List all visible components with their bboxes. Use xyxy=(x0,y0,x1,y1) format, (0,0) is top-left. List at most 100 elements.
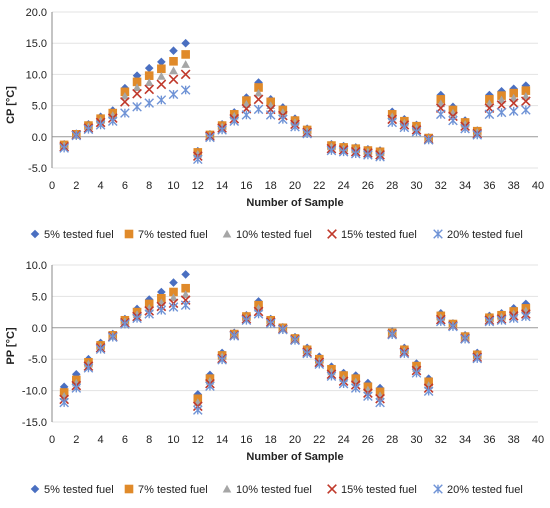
pp-point xyxy=(339,374,348,383)
pp-legend-item: 20% tested fuel xyxy=(433,484,523,496)
cp-series-5 xyxy=(59,85,531,165)
pp-x-tick-label: 2 xyxy=(73,434,79,446)
pp-x-tick-label: 0 xyxy=(49,434,55,446)
cp-point xyxy=(497,91,506,100)
pp-point xyxy=(72,378,81,387)
pp-point xyxy=(193,405,203,415)
pp-point xyxy=(168,302,179,312)
cp-point xyxy=(460,123,470,134)
cp-point xyxy=(168,74,179,85)
pp-point xyxy=(181,283,190,293)
cp-point xyxy=(485,95,494,104)
pp-legend-marker xyxy=(30,484,40,494)
pp-legend-item: 15% tested fuel xyxy=(327,484,417,496)
cp-x-tick-label: 28 xyxy=(386,180,398,192)
cp-chart: CP [°C] Number of Sample -5.0 0.0 5.0 10.0 1… xyxy=(5,7,544,209)
pp-legend-label: 10% tested fuel xyxy=(236,484,312,496)
pp-point xyxy=(144,309,154,319)
cp-point xyxy=(156,95,167,105)
cp-legend-item: 10% tested fuel xyxy=(222,229,312,241)
pp-point xyxy=(180,300,191,310)
pp-point xyxy=(399,348,410,359)
pp-y-tick-label: -5.0 xyxy=(28,354,47,366)
pp-x-tick-label: 20 xyxy=(289,434,301,446)
cp-y-tick-label: 0.0 xyxy=(32,132,47,144)
pp-point xyxy=(193,390,203,399)
pp-point xyxy=(59,397,69,408)
pp-legend-item: 7% tested fuel xyxy=(124,484,208,496)
cp-point xyxy=(132,83,142,91)
pp-point xyxy=(169,287,178,297)
cp-point xyxy=(144,98,154,108)
pp-point xyxy=(387,329,397,340)
cp-point xyxy=(472,130,483,140)
cp-legend-marker xyxy=(124,229,134,239)
cp-point xyxy=(338,146,349,157)
pp-point xyxy=(253,309,264,319)
cp-x-tick-label: 38 xyxy=(508,180,520,192)
pp-x-tick-label: 22 xyxy=(313,434,325,446)
cp-x-tick-label: 22 xyxy=(313,180,325,192)
cp-point xyxy=(144,71,154,80)
cp-point xyxy=(193,149,203,158)
pp-chart: PP [°C] Number of Sample -15.0 -10.0 -5.0 0… xyxy=(5,260,544,463)
pp-y-tick-label: 10.0 xyxy=(26,260,47,272)
cp-series-2 xyxy=(59,50,531,157)
cp-y-axis-title: CP [°C] xyxy=(5,86,17,124)
cp-x-tick-label: 0 xyxy=(49,180,55,192)
pp-series-5 xyxy=(59,300,531,415)
pp-series-4 xyxy=(59,295,531,412)
cp-legend-label: 15% tested fuel xyxy=(341,229,417,241)
cp-point xyxy=(157,57,166,67)
cp-y-tick-label: -5.0 xyxy=(28,163,47,175)
cp-point xyxy=(120,96,130,107)
pp-x-tick-label: 34 xyxy=(459,434,471,446)
pp-legend-item: 5% tested fuel xyxy=(30,484,114,496)
pp-point xyxy=(120,319,130,329)
pp-point xyxy=(132,313,142,324)
pp-y-tick-label: -10.0 xyxy=(22,386,47,398)
pp-point xyxy=(278,324,288,335)
cp-point xyxy=(181,38,190,48)
cp-legend-item: 7% tested fuel xyxy=(124,229,208,241)
cp-point xyxy=(496,100,507,110)
pp-y-tick-label: 5.0 xyxy=(32,291,47,303)
cp-point xyxy=(132,71,142,80)
cp-point xyxy=(521,91,531,100)
pp-x-tick-label: 10 xyxy=(167,434,179,446)
pp-point xyxy=(181,270,190,279)
pp-point xyxy=(157,293,166,303)
cp-legend-marker xyxy=(30,229,40,239)
cp-x-tick-label: 18 xyxy=(265,180,277,192)
pp-point xyxy=(496,315,507,326)
pp-point xyxy=(95,344,106,354)
cp-point xyxy=(169,56,178,66)
cp-point xyxy=(508,98,519,108)
pp-legend-marker xyxy=(222,484,232,493)
pp-y-tick-label: -15.0 xyxy=(22,417,47,429)
cp-point xyxy=(448,115,458,126)
cp-point xyxy=(436,95,446,104)
pp-point xyxy=(424,381,433,390)
cp-point xyxy=(157,64,166,74)
pp-point xyxy=(229,331,240,341)
cp-point xyxy=(217,125,227,135)
cp-y-tick-label: 10.0 xyxy=(26,69,47,81)
cp-point xyxy=(71,130,82,141)
pp-x-tick-label: 38 xyxy=(508,434,520,446)
pp-legend-marker xyxy=(433,484,443,494)
pp-point xyxy=(326,371,337,381)
pp-point xyxy=(144,295,154,304)
cp-legend-label: 10% tested fuel xyxy=(236,229,312,241)
cp-point xyxy=(509,88,518,98)
cp-x-tick-label: 20 xyxy=(289,180,301,192)
pp-point xyxy=(314,359,325,370)
cp-point xyxy=(302,128,312,139)
cp-point xyxy=(497,95,506,104)
cp-x-tick-label: 30 xyxy=(410,180,422,192)
cp-point xyxy=(326,145,337,156)
cp-point xyxy=(107,116,118,126)
pp-legend-marker xyxy=(327,484,337,494)
pp-x-tick-label: 40 xyxy=(532,434,544,446)
cp-point xyxy=(484,109,495,120)
